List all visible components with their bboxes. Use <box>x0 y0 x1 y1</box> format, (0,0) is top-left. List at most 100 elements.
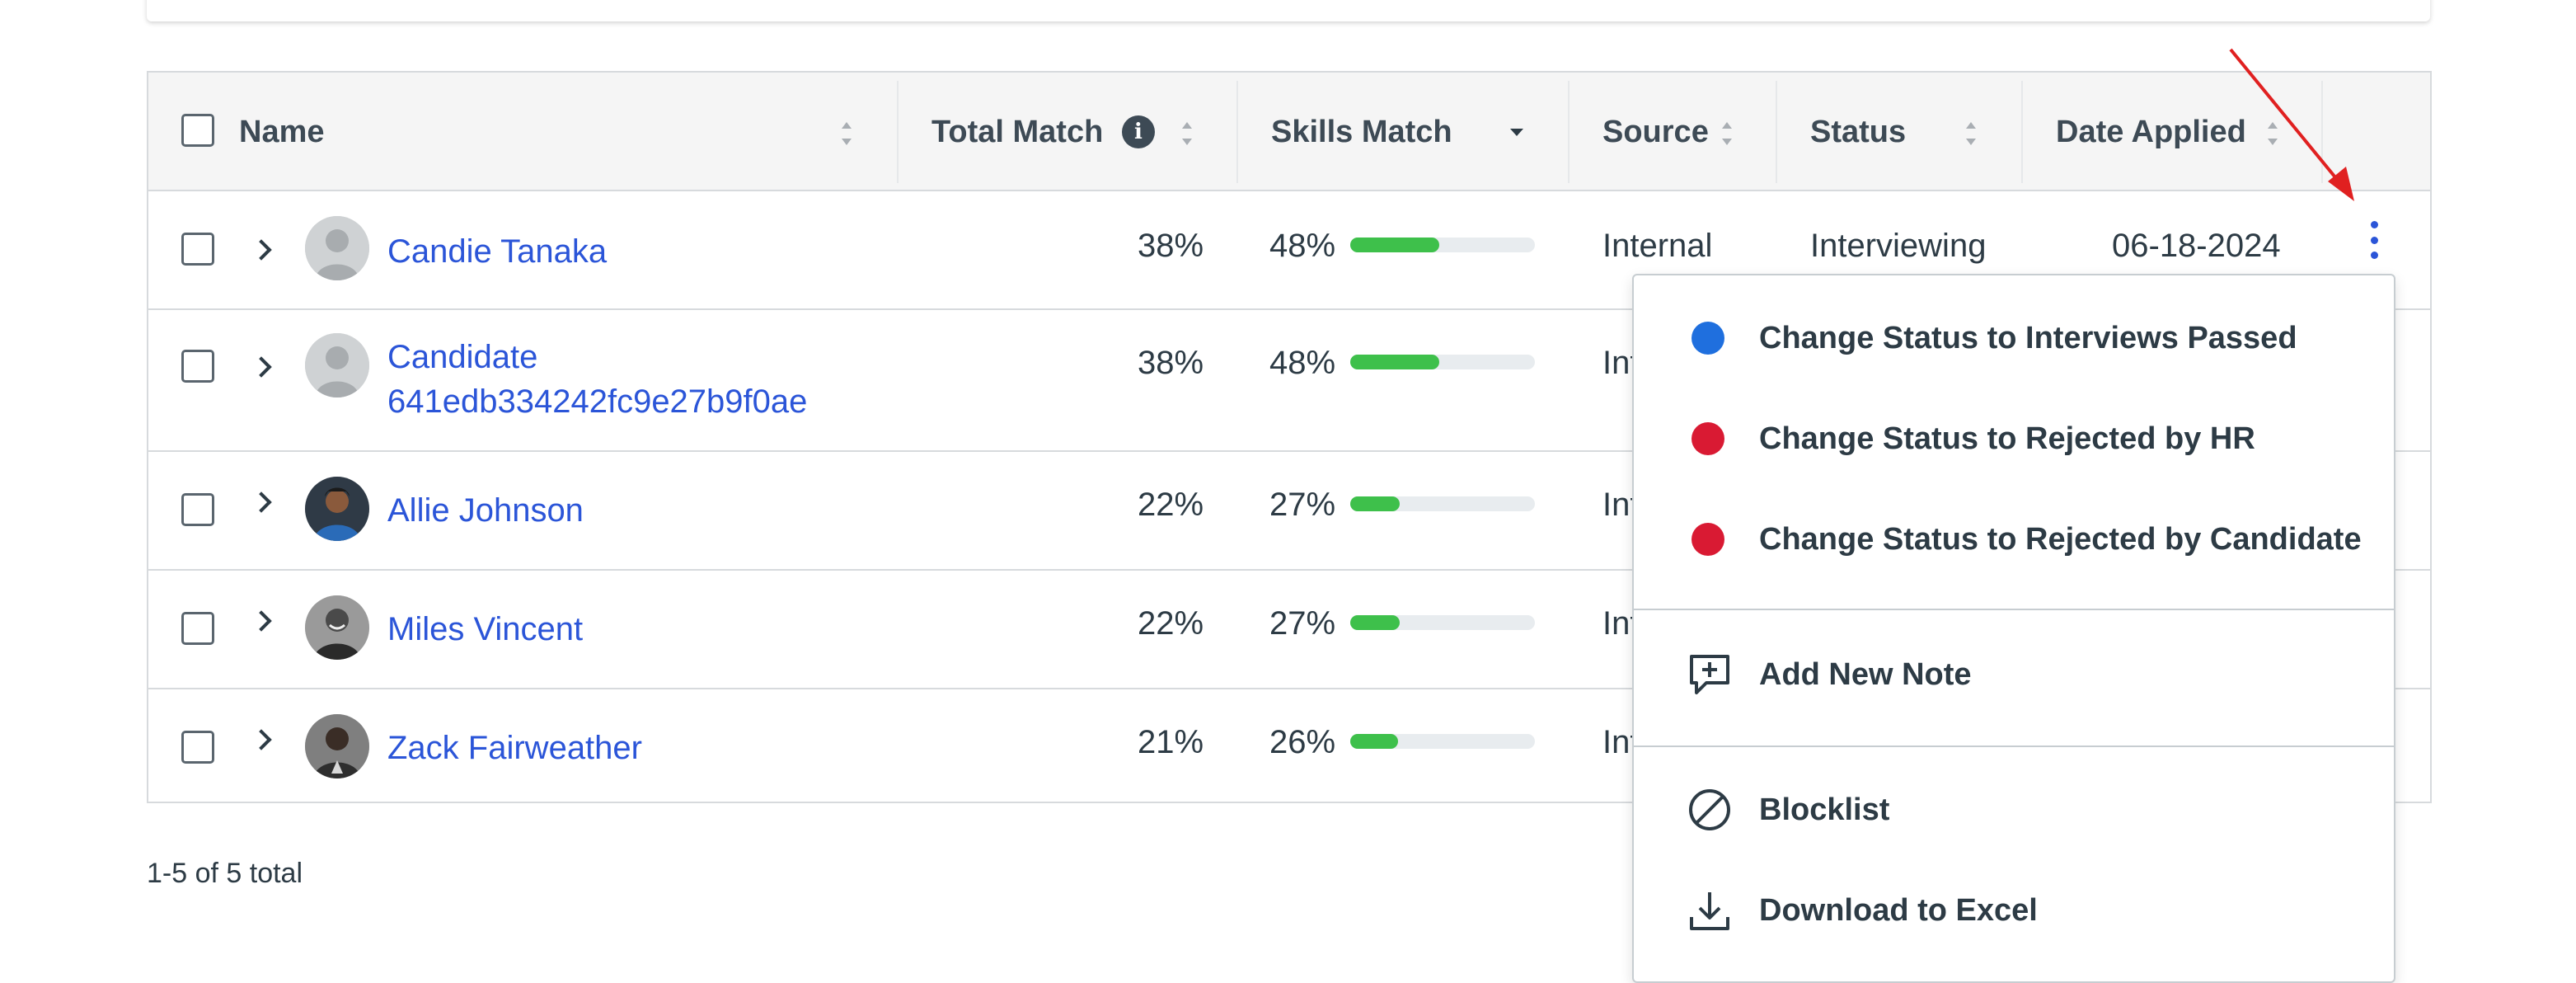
menu-item-download-excel[interactable]: Download to Excel <box>1634 872 2394 948</box>
sort-name-icon[interactable] <box>841 122 852 145</box>
candidate-name-line2: 641edb334242fc9e27b9f0ae <box>387 383 808 420</box>
header-source-label: Source <box>1602 114 1709 149</box>
table-row: Candidate 641edb334242fc9e27b9f0ae 38% 4… <box>148 310 2430 452</box>
candidate-name-link[interactable]: Candidate 641edb334242fc9e27b9f0ae <box>387 335 807 424</box>
header-total-match[interactable]: Total Match <box>931 73 1103 191</box>
table-header: Name Total Match i Skills Match Source S… <box>148 73 2430 191</box>
date-applied-value: 06-18-2024 <box>2112 228 2281 264</box>
candidate-name-line1: Miles Vincent <box>387 611 584 647</box>
row-checkbox[interactable] <box>181 350 214 383</box>
row-checkbox[interactable] <box>181 493 214 526</box>
menu-item-interviews-passed[interactable]: Change Status to Interviews Passed <box>1634 300 2394 376</box>
menu-item-label: Add New Note <box>1759 656 1972 692</box>
total-match-value: 38% <box>1138 228 1204 264</box>
total-match-value: 22% <box>1138 487 1204 523</box>
skills-match-value: 27% <box>1269 487 1336 523</box>
header-total-match-label: Total Match <box>931 114 1104 149</box>
add-note-icon <box>1687 651 1733 698</box>
skills-match-bar-fill <box>1350 355 1439 369</box>
info-icon[interactable]: i <box>1122 115 1155 148</box>
row-checkbox[interactable] <box>181 731 214 764</box>
status-dot-icon <box>1692 422 1724 455</box>
header-source[interactable]: Source <box>1602 73 1709 191</box>
header-divider <box>2021 81 2023 183</box>
skills-match-bar <box>1350 615 1535 630</box>
menu-item-label: Change Status to Rejected by HR <box>1759 421 2255 456</box>
status-dot-icon <box>1692 523 1724 556</box>
header-skills-match[interactable]: Skills Match <box>1271 73 1452 191</box>
candidate-name-link[interactable]: Zack Fairweather <box>387 726 642 770</box>
status-value: Interviewing <box>1810 228 1987 264</box>
skills-match-value: 26% <box>1269 724 1336 760</box>
total-match-value: 22% <box>1138 605 1204 642</box>
sort-date-applied-icon[interactable] <box>2267 122 2278 145</box>
candidate-name-link[interactable]: Allie Johnson <box>387 488 584 533</box>
download-icon <box>1687 887 1733 934</box>
status-dot-icon <box>1692 322 1724 355</box>
menu-item-blocklist[interactable]: Blocklist <box>1634 772 2394 848</box>
skills-match-bar-fill <box>1350 734 1399 749</box>
table-row: Candie Tanaka 38% 48% Internal Interview… <box>148 191 2430 310</box>
skills-match-value: 27% <box>1269 605 1336 642</box>
skills-match-bar-fill <box>1350 238 1439 252</box>
row-actions-menu: Change Status to Interviews Passed Chang… <box>1632 274 2395 983</box>
header-status[interactable]: Status <box>1810 73 1906 191</box>
header-name[interactable]: Name <box>239 73 325 191</box>
sort-source-icon[interactable] <box>1721 122 1733 145</box>
skills-match-bar-fill <box>1350 496 1401 511</box>
kebab-menu-icon[interactable] <box>2369 221 2379 259</box>
header-divider <box>1776 81 1777 183</box>
header-status-label: Status <box>1810 114 1907 149</box>
table-row: Miles Vincent 22% 27% Int <box>148 571 2430 689</box>
avatar <box>305 333 369 397</box>
sort-skills-match-desc-icon[interactable] <box>1510 129 1523 136</box>
candidate-name-line1: Allie Johnson <box>387 492 584 529</box>
blocklist-icon <box>1687 787 1733 833</box>
header-date-applied-label: Date Applied <box>2056 114 2246 149</box>
candidate-name-link[interactable]: Miles Vincent <box>387 607 583 651</box>
header-divider <box>1568 81 1570 183</box>
header-divider <box>1236 81 1238 183</box>
select-all-checkbox[interactable] <box>181 114 214 147</box>
header-name-label: Name <box>239 114 325 149</box>
skills-match-bar <box>1350 355 1535 369</box>
menu-item-add-new-note[interactable]: Add New Note <box>1634 637 2394 713</box>
menu-divider <box>1634 609 2394 610</box>
menu-item-label: Download to Excel <box>1759 892 2038 928</box>
row-checkbox[interactable] <box>181 612 214 645</box>
total-match-value: 38% <box>1138 345 1204 381</box>
menu-item-label: Change Status to Rejected by Candidate <box>1759 521 2362 557</box>
menu-item-label: Change Status to Interviews Passed <box>1759 320 2297 355</box>
skills-match-value: 48% <box>1269 228 1336 264</box>
menu-item-label: Blocklist <box>1759 792 1890 827</box>
skills-match-bar <box>1350 496 1535 511</box>
skills-match-bar-fill <box>1350 615 1401 630</box>
menu-divider <box>1634 745 2394 747</box>
header-divider <box>897 81 899 183</box>
table-row: Zack Fairweather 21% 26% Int <box>148 689 2430 805</box>
skills-match-bar <box>1350 238 1535 252</box>
top-card <box>147 0 2430 21</box>
avatar <box>305 477 369 541</box>
header-divider <box>2321 81 2323 183</box>
header-date-applied[interactable]: Date Applied <box>2056 73 2246 191</box>
table-row: Allie Johnson 22% 27% Int <box>148 452 2430 571</box>
candidate-name-line1: Zack Fairweather <box>387 730 642 766</box>
total-match-value: 21% <box>1138 724 1204 760</box>
sort-status-icon[interactable] <box>1965 122 1977 145</box>
row-checkbox[interactable] <box>181 233 214 266</box>
candidate-name-line1: Candidate <box>387 339 538 375</box>
candidate-name-line1: Candie Tanaka <box>387 233 608 270</box>
avatar <box>305 216 369 280</box>
pagination-total: 1-5 of 5 total <box>147 858 303 889</box>
menu-item-rejected-by-hr[interactable]: Change Status to Rejected by HR <box>1634 401 2394 477</box>
avatar <box>305 714 369 778</box>
menu-item-rejected-by-candidate[interactable]: Change Status to Rejected by Candidate <box>1634 501 2394 577</box>
avatar <box>305 595 369 660</box>
skills-match-bar <box>1350 734 1535 749</box>
sort-total-match-icon[interactable] <box>1181 122 1193 145</box>
candidate-name-link[interactable]: Candie Tanaka <box>387 229 607 274</box>
skills-match-value: 48% <box>1269 345 1336 381</box>
header-skills-match-label: Skills Match <box>1271 114 1452 149</box>
